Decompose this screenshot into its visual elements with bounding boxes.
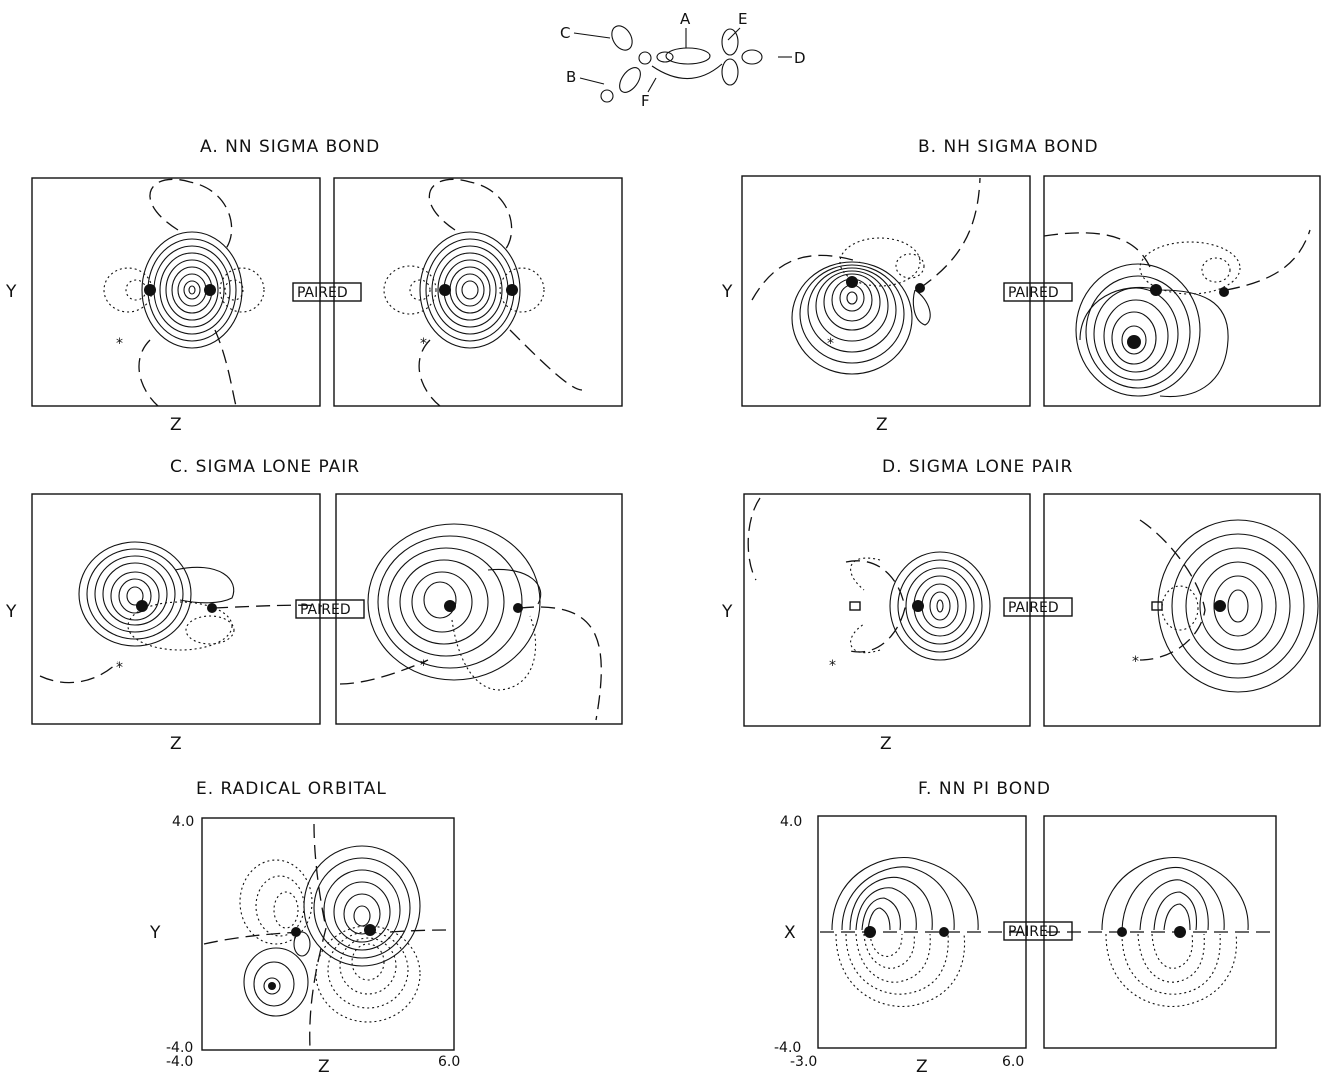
schematic-label-d: D	[794, 49, 806, 67]
panel-c: C. SIGMA LONE PAIR Y Z PAIRED * *	[5, 457, 623, 754]
panel-e-contours	[203, 823, 453, 1049]
panel-e-ytick-bottom: -4.0	[166, 1040, 193, 1056]
panel-b-right-plot	[1043, 175, 1321, 407]
panel-a-title: A. NN SIGMA BOND	[200, 137, 380, 157]
panel-f-tag: PAIRED	[1008, 924, 1059, 940]
panel-e-plot	[201, 817, 455, 1051]
panel-f-right-contours	[1046, 857, 1274, 1008]
panel-b-xlabel: Z	[876, 415, 888, 435]
panel-f-ylabel: X	[784, 923, 796, 943]
panel-f-tag-box	[1003, 921, 1073, 941]
panel-d: D. SIGMA LONE PAIR Y Z PAIRED * *	[721, 457, 1321, 754]
molecule-schematic: C A E D B F	[560, 10, 806, 110]
panel-e-xtick-right: 6.0	[438, 1054, 460, 1070]
panel-f-left-plot	[817, 815, 1027, 1049]
panel-c-ylabel: Y	[5, 602, 17, 622]
panel-c-tag-box	[295, 599, 365, 619]
panel-e-ylabel: Y	[149, 923, 161, 943]
panel-a-right-plot	[333, 177, 623, 407]
panel-a-ylabel: Y	[5, 282, 17, 302]
panel-c-xlabel: Z	[170, 734, 182, 754]
panel-e-xtick-left: -4.0	[166, 1054, 193, 1070]
panel-b-title: B. NH SIGMA BOND	[918, 137, 1099, 157]
panel-c-right-contours: *	[339, 523, 602, 721]
svg-text:*: *	[829, 658, 836, 674]
panel-d-left-contours: *	[747, 497, 991, 674]
panel-c-tag: PAIRED	[300, 602, 351, 618]
panel-b-left-plot	[741, 175, 1031, 407]
panel-b-tag-box	[1003, 282, 1073, 302]
panel-f-xtick-right: 6.0	[1002, 1054, 1024, 1070]
panel-d-left-plot	[743, 493, 1031, 727]
schematic-label-e: E	[738, 10, 747, 28]
schematic-label-f: F	[641, 92, 650, 110]
panel-b-ylabel: Y	[721, 282, 733, 302]
panel-b: B. NH SIGMA BOND Y Z PAIRED *	[721, 137, 1321, 435]
svg-text:*: *	[116, 336, 123, 352]
panel-f-ytick-top: 4.0	[780, 814, 802, 830]
panel-d-tag-box	[1003, 597, 1073, 617]
panel-f-right-plot	[1043, 815, 1277, 1049]
schematic-label-a: A	[680, 10, 691, 28]
panel-d-right-contours: *	[1132, 519, 1319, 693]
panel-a: A. NN SIGMA BOND Y Z PAIRED *	[5, 137, 623, 435]
svg-text:*: *	[420, 658, 427, 674]
svg-text:*: *	[420, 336, 427, 352]
panel-f-ytick-bottom: -4.0	[774, 1040, 801, 1056]
panel-d-right-plot	[1043, 493, 1321, 727]
svg-text:*: *	[1132, 654, 1139, 670]
schematic-label-b: B	[566, 68, 576, 86]
panel-a-left-contours: *	[103, 178, 265, 407]
panel-d-title: D. SIGMA LONE PAIR	[882, 457, 1073, 477]
panel-c-right-plot	[335, 493, 623, 725]
panel-d-tag: PAIRED	[1008, 600, 1059, 616]
panel-e: E. RADICAL ORBITAL Y Z 4.0 -4.0 -4.0 6.0	[149, 779, 460, 1072]
panel-a-tag: PAIRED	[297, 285, 348, 301]
panel-f-xtick-left: -3.0	[790, 1054, 817, 1070]
panel-a-right-contours: *	[383, 178, 583, 407]
panel-e-ytick-top: 4.0	[172, 814, 194, 830]
schematic-label-c: C	[560, 24, 570, 42]
panel-c-left-contours: *	[39, 541, 323, 684]
panel-b-right-contours	[1043, 229, 1311, 398]
panel-f-left-contours	[820, 857, 1024, 1008]
panel-b-left-contours: *	[751, 177, 981, 375]
panel-a-xlabel: Z	[170, 415, 182, 435]
panel-c-left-plot	[31, 493, 321, 725]
panel-f: F. NN PI BOND X Z 4.0 -4.0 -3.0 6.0 PAIR…	[774, 779, 1277, 1072]
panel-d-xlabel: Z	[880, 734, 892, 754]
panel-b-tag: PAIRED	[1008, 285, 1059, 301]
panel-e-title: E. RADICAL ORBITAL	[196, 779, 387, 799]
svg-text:*: *	[116, 660, 123, 676]
panel-c-title: C. SIGMA LONE PAIR	[170, 457, 360, 477]
panel-a-tag-box	[292, 282, 362, 302]
panel-a-left-plot	[31, 177, 321, 407]
panel-d-ylabel: Y	[721, 602, 733, 622]
panel-e-xlabel: Z	[318, 1057, 330, 1072]
panel-f-title: F. NN PI BOND	[918, 779, 1051, 799]
svg-text:*: *	[827, 336, 834, 352]
panel-f-xlabel: Z	[916, 1057, 928, 1072]
